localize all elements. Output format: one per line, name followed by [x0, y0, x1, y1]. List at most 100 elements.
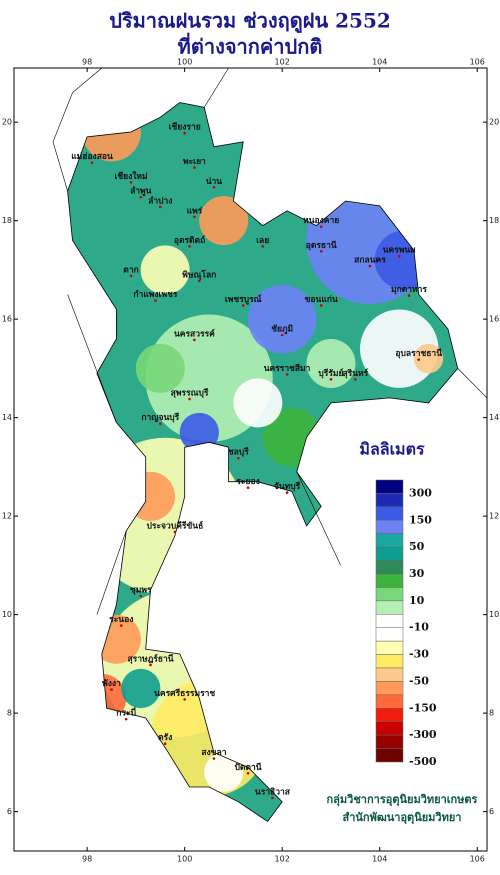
legend-swatch: [375, 654, 404, 669]
province-label: สงขลา: [201, 748, 226, 758]
station-dot: [154, 299, 157, 302]
rain-patch: [233, 378, 283, 428]
province-label: กำแพงเพชร: [133, 289, 177, 300]
station-dot: [158, 205, 162, 209]
province-label: ชุมพร: [130, 586, 152, 596]
lon-tick-label: 102: [275, 855, 290, 864]
province-label: ชัยภูมิ: [271, 324, 293, 335]
legend-label: 30: [409, 567, 425, 580]
lat-tick-label: 18: [489, 216, 499, 225]
province-label: อุตรดิตถ์: [174, 235, 205, 246]
station-dot: [271, 796, 274, 800]
station-dot: [193, 338, 196, 342]
province-label: น่าน: [206, 176, 223, 187]
lat-tick-label: 10: [2, 610, 12, 619]
lon-tick-label: 98: [82, 855, 92, 864]
province-label: ลำปาง: [148, 195, 172, 206]
station-dot: [261, 245, 264, 248]
station-dot: [119, 624, 123, 627]
legend-label: -500: [409, 755, 437, 768]
province-label: เชียงราย: [169, 122, 201, 133]
station-dot: [183, 131, 186, 135]
legend-swatch: [375, 587, 404, 602]
province-label: อุบลราชธานี: [395, 348, 442, 359]
province-label: สุราษฎร์ธานี: [127, 653, 173, 664]
province-label: กาญจนบุรี: [141, 412, 179, 423]
legend-swatch: [375, 748, 404, 763]
legend-label: -10: [409, 621, 429, 634]
station-dot: [188, 245, 191, 248]
station-dot: [173, 530, 177, 534]
station-dot: [285, 491, 289, 494]
province-label: นครศรีธรรมราช: [154, 688, 215, 699]
province-label: พะเยา: [183, 157, 206, 167]
legend-label: 50: [409, 540, 425, 553]
province-label: พังงา: [102, 678, 121, 689]
credit-line-1: กลุ่มวิชาการอุตุนิยมวิทยาเกษตร: [327, 793, 478, 807]
lat-tick-label: 12: [489, 512, 499, 521]
lat-tick-label: 14: [489, 413, 499, 422]
legend-swatch: [375, 627, 404, 642]
station-dot: [193, 215, 196, 219]
lat-tick-label: 16: [2, 315, 12, 324]
province-label: นราธิวาส: [255, 786, 291, 797]
rain-patch: [121, 668, 161, 709]
lat-tick-label: 20: [2, 118, 12, 127]
legend-label: -30: [409, 648, 429, 661]
province-label: เชียงใหม่: [114, 171, 147, 182]
legend-label: -150: [409, 701, 437, 714]
title-line-2: ที่ต่างจากค่าปกติ: [178, 32, 323, 59]
province-label: ตาก: [123, 265, 138, 275]
lon-tick-label: 106: [470, 855, 485, 864]
station-dot: [149, 663, 152, 667]
legend-swatch: [375, 520, 404, 534]
province-label: สุพรรณบุรี: [171, 388, 209, 399]
legend-swatch: [375, 640, 404, 655]
legend-swatch: [375, 694, 404, 709]
province-label: สุรินทร์: [342, 368, 368, 379]
station-dot: [197, 279, 201, 283]
station-dot: [417, 358, 421, 361]
province-label: นครพนม: [383, 246, 416, 256]
province-label: ประจวบคีรีขันธ์: [147, 520, 204, 531]
neighbour-border: [52, 67, 102, 192]
province-label: เพชรบูรณ์: [225, 294, 262, 305]
rain-patch: [247, 284, 317, 354]
legend-label: -50: [409, 674, 429, 687]
neighbour-border: [296, 471, 341, 566]
province-label: อุดรธานี: [306, 240, 337, 251]
legend-label: 300: [409, 486, 432, 499]
rain-patch: [140, 245, 190, 295]
lon-tick-label: 102: [275, 58, 290, 67]
province-label: ลำพูน: [130, 186, 152, 197]
rain-patch: [199, 196, 249, 246]
station-dot: [246, 771, 250, 775]
station-dot: [90, 161, 94, 164]
station-dot: [110, 688, 113, 691]
legend-swatch: [375, 546, 404, 561]
lon-tick-label: 100: [177, 855, 192, 864]
station-dot: [237, 456, 240, 460]
station-dot: [139, 594, 143, 598]
station-dot: [246, 486, 250, 489]
province-label: แพร่: [187, 205, 203, 216]
station-dot: [319, 304, 323, 307]
lat-tick-label: 14: [2, 413, 12, 422]
station-dot: [188, 397, 191, 401]
station-dot: [319, 249, 323, 253]
neighbour-border: [96, 530, 127, 615]
legend: 300 150 50 30 10 -10 -30 -50 -150 -300 -500: [375, 479, 437, 768]
province-label: ระยอง: [236, 477, 259, 487]
province-label: ชลบุรี: [228, 447, 249, 458]
neighbour-border: [457, 368, 488, 399]
lat-tick-label: 6: [489, 807, 494, 816]
legend-swatch: [375, 560, 404, 575]
title-line-1: ปริมาณฝนรวม ช่วงฤดูฝน 2552: [109, 9, 391, 35]
rain-patch: [413, 343, 444, 374]
legend-swatch: [375, 708, 404, 722]
lat-tick-label: 18: [2, 216, 12, 225]
station-dot: [280, 333, 284, 337]
credit-line-2: สำนักพัฒนาอุตุนิยมวิทยา: [343, 811, 462, 825]
rain-patch: [306, 338, 356, 388]
